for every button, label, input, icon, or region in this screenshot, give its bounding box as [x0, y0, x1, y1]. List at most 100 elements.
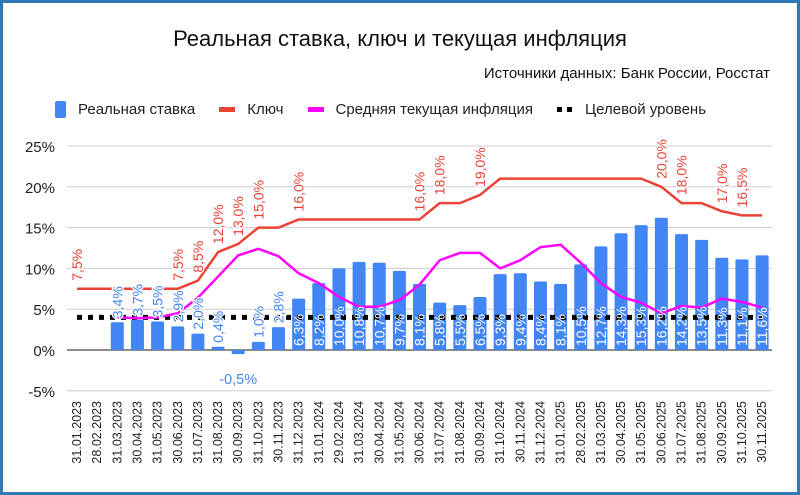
legend-swatch-line	[219, 107, 236, 112]
data-label-key: 12,0%	[210, 204, 226, 244]
x-tick-label: 31.12.2023	[292, 401, 306, 464]
data-label-real-rate: 16,2%	[653, 306, 669, 346]
data-label-key: 15,0%	[250, 180, 266, 220]
data-label-real-rate: 6,5%	[472, 314, 488, 346]
data-label-real-rate: 10,0%	[331, 306, 347, 346]
data-label-real-rate: 3,5%	[150, 286, 166, 318]
x-tick-label: 30.06.2025	[654, 401, 668, 464]
legend-item-inflation[interactable]: Средняя текущая инфляция	[307, 101, 534, 118]
x-tick-label: 31.03.2023	[110, 401, 124, 464]
bar-real-rate	[675, 234, 688, 350]
data-label-real-rate: 9,7%	[391, 314, 407, 346]
x-tick-label: 31.07.2024	[433, 401, 447, 464]
bar-real-rate	[272, 327, 285, 350]
data-label-real-rate: 2,0%	[190, 298, 206, 330]
x-tick-label: 28.02.2023	[90, 401, 104, 464]
bar-real-rate	[554, 283, 568, 350]
bar-real-rate	[574, 264, 588, 350]
bar-real-rate	[392, 270, 406, 350]
legend-label: Ключ	[247, 101, 284, 118]
x-tick-label: 31.01.2024	[312, 401, 326, 464]
bar-real-rate	[473, 296, 487, 350]
legend: Реальная ставка Ключ Средняя текущая инф…	[55, 101, 730, 118]
data-label-real-rate: 12,7%	[593, 306, 609, 346]
x-tick-label: 30.04.2025	[614, 401, 628, 464]
legend-swatch-line	[307, 107, 324, 112]
bar-real-rate	[312, 283, 326, 350]
data-label-real-rate: 2,9%	[170, 290, 186, 322]
y-tick-label: 20%	[25, 180, 55, 197]
legend-item-real-rate[interactable]: Реальная ставка	[55, 101, 195, 118]
bar-real-rate	[594, 246, 608, 350]
data-label-real-rate: 9,3%	[492, 314, 508, 346]
x-tick-label: 31.08.2024	[453, 401, 467, 464]
bar-real-rate	[332, 268, 346, 350]
chart-title: Реальная ставка, ключ и текущая инфляция	[173, 26, 627, 51]
data-label-real-rate: 5,5%	[452, 314, 468, 346]
bar-real-rate	[171, 326, 185, 350]
y-tick-label: 25%	[25, 139, 55, 156]
data-label-real-rate: 5,8%	[432, 314, 448, 346]
data-label-key: 20,0%	[653, 139, 669, 179]
data-label-key: 18,0%	[674, 155, 690, 195]
bar-real-rate	[695, 239, 709, 350]
x-tick-label: 31.03.2025	[594, 401, 608, 464]
data-label-real-rate: 8,1%	[553, 314, 569, 346]
bar-real-rate	[433, 302, 447, 350]
legend-label: Средняя текущая инфляция	[335, 101, 534, 118]
bar-real-rate	[251, 341, 265, 350]
data-label-real-rate: 8,4%	[532, 314, 548, 346]
data-label-real-rate: 8,2%	[311, 314, 327, 346]
x-tick-label: 30.09.2025	[715, 401, 729, 464]
data-label-real-rate: 11,1%	[734, 307, 750, 346]
x-tick-label: 30.09.2023	[231, 401, 245, 464]
series-line-inflation	[117, 243, 763, 320]
x-tick-label: 31.05.2025	[634, 401, 648, 464]
x-tick-label: 31.07.2023	[191, 401, 205, 464]
data-label-real-rate: 1,0%	[250, 306, 266, 338]
data-label-key: 7,5%	[69, 249, 85, 281]
data-label-real-rate: 11,6%	[754, 307, 770, 346]
bar-real-rate	[151, 321, 165, 350]
x-tick-label: 30.11.2024	[513, 401, 527, 463]
data-label-key: 16,5%	[734, 168, 750, 208]
legend-label: Целевой уровень	[585, 101, 707, 118]
x-tick-label: 31.07.2025	[675, 401, 689, 464]
legend-item-target[interactable]: Целевой уровень	[557, 101, 706, 118]
data-label-real-rate: 6,3%	[291, 314, 307, 346]
series-line-key	[77, 177, 763, 291]
data-label-real-rate: -0,5%	[219, 372, 257, 388]
bar-real-rate	[755, 255, 769, 350]
x-tick-label: 31.05.2023	[151, 401, 165, 464]
legend-label: Реальная ставка	[78, 101, 196, 118]
x-tick-label: 31.12.2024	[533, 401, 547, 464]
bar-real-rate	[211, 346, 225, 350]
bar-real-rate	[715, 257, 729, 350]
data-label-real-rate: 14,3%	[613, 306, 629, 346]
x-tick-label: 31.10.2024	[493, 401, 507, 464]
data-label-key: 13,0%	[230, 196, 246, 236]
bar-real-rate	[231, 350, 245, 355]
bar-real-rate	[130, 319, 144, 350]
legend-item-key[interactable]: Ключ	[219, 101, 284, 118]
data-label-key: 16,0%	[291, 172, 307, 212]
x-tick-label: 28.02.2025	[574, 401, 588, 464]
x-tick-label: 31.10.2025	[735, 401, 749, 464]
y-tick-label: -5%	[28, 384, 55, 401]
data-label-key: 18,0%	[432, 155, 448, 195]
bar-real-rate	[513, 273, 527, 350]
bar-real-rate	[292, 298, 306, 350]
data-label-real-rate: 9,4%	[512, 314, 528, 346]
data-label-key: 8,5%	[190, 241, 206, 273]
data-label-real-rate: 11,3%	[714, 307, 730, 346]
x-tick-label: 31.08.2025	[695, 401, 709, 464]
legend-swatch-dots	[557, 107, 574, 112]
y-tick-label: 5%	[33, 302, 55, 319]
y-tick-label: 15%	[25, 221, 55, 238]
data-sources: Источники данных: Банк России, Росстат	[483, 65, 770, 82]
data-label-key: 7,5%	[170, 249, 186, 281]
x-tick-label: 30.09.2024	[473, 401, 487, 464]
x-tick-label: 30.11.2025	[755, 401, 769, 463]
data-label-real-rate: 0,4%	[210, 311, 226, 343]
